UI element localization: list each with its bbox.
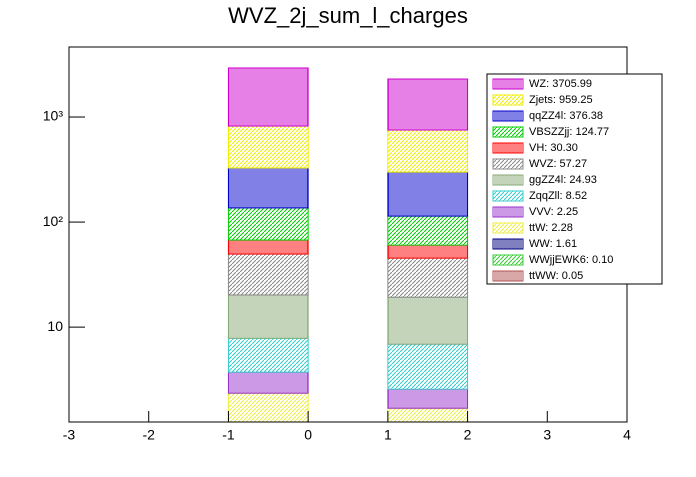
legend-swatch xyxy=(492,126,524,138)
legend-swatch xyxy=(492,222,524,234)
legend-swatch xyxy=(492,110,524,122)
legend-label: VH: 30.30 xyxy=(529,142,578,154)
legend-swatch xyxy=(492,174,524,186)
x-tick-label: -2 xyxy=(142,427,155,443)
legend-swatch xyxy=(492,94,524,106)
bar-segment xyxy=(387,407,469,423)
legend-swatch xyxy=(492,238,524,250)
bar-segment xyxy=(387,171,469,217)
bar-segment xyxy=(227,125,309,169)
chart-title: WVZ_2j_sum_l_charges xyxy=(228,3,468,28)
legend-label: ttW: 2.28 xyxy=(529,222,573,234)
legend-label: WW: 1.61 xyxy=(529,238,577,250)
bar-segment xyxy=(387,78,469,131)
bar-segment xyxy=(387,343,469,390)
legend-swatch xyxy=(492,78,524,90)
x-tick-label: 4 xyxy=(623,427,631,443)
bar-segment xyxy=(227,207,309,241)
legend-swatch xyxy=(492,158,524,170)
y-tick-label: 10² xyxy=(43,213,64,229)
legend-swatch xyxy=(492,270,524,282)
legend-label: VBSZZjj: 124.77 xyxy=(529,126,609,138)
x-tick-label: 2 xyxy=(464,427,472,443)
bar-segment xyxy=(227,239,309,255)
x-tick-label: -1 xyxy=(222,427,235,443)
bar-segment xyxy=(387,388,469,409)
x-tick-label: -3 xyxy=(63,427,76,443)
bar-segment xyxy=(227,337,309,373)
x-tick-label: 0 xyxy=(304,427,312,443)
bar-segment xyxy=(227,392,309,423)
bar-segment xyxy=(227,371,309,394)
bar-segment xyxy=(387,129,469,173)
legend-label: WZ: 3705.99 xyxy=(529,78,592,90)
x-tick-label: 1 xyxy=(384,427,392,443)
legend-label: ttWW: 0.05 xyxy=(529,270,583,282)
legend-label: WWjjEWK6: 0.10 xyxy=(529,254,613,266)
legend-swatch xyxy=(492,254,524,266)
bar-segment xyxy=(387,244,469,259)
legend: WZ: 3705.99 Zjets: 959.25 qqZZ4l: 376.38 VB… xyxy=(486,73,663,285)
bar-segment xyxy=(227,294,309,339)
legend-swatch xyxy=(492,206,524,218)
bar-segment xyxy=(227,67,309,127)
legend-label: qqZZ4l: 376.38 xyxy=(529,110,603,122)
legend-label: WVZ: 57.27 xyxy=(529,158,587,170)
x-tick-label: 3 xyxy=(543,427,551,443)
bar-segment xyxy=(227,167,309,209)
y-tick-label: 10 xyxy=(47,318,63,334)
legend-label: ZqqZll: 8.52 xyxy=(529,190,587,202)
bar-segment xyxy=(387,215,469,246)
legend-label: Zjets: 959.25 xyxy=(529,94,593,106)
legend-swatch xyxy=(492,190,524,202)
legend-swatch xyxy=(492,142,524,154)
bar-segment xyxy=(227,253,309,296)
legend-label: VVV: 2.25 xyxy=(529,206,578,218)
bar-segment xyxy=(387,257,469,298)
y-tick-label: 10³ xyxy=(43,108,64,124)
bar-segment xyxy=(387,296,469,345)
legend-label: ggZZ4l: 24.93 xyxy=(529,174,597,186)
